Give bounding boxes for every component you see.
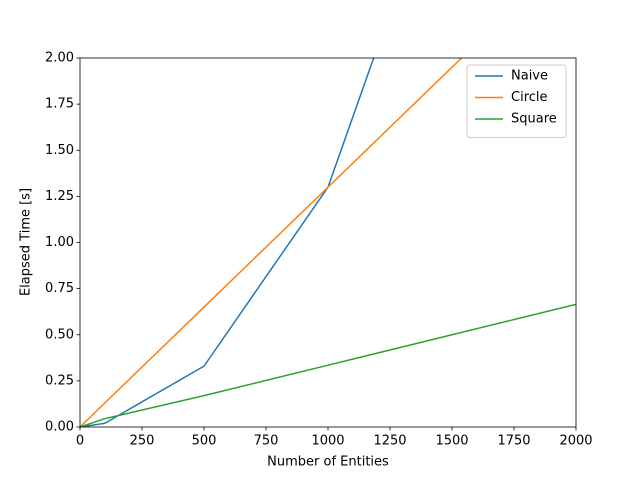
x-tick-label: 250	[130, 434, 155, 449]
legend-label: Square	[511, 112, 557, 127]
y-tick-label: 1.00	[45, 235, 74, 250]
y-axis-label: Elapsed Time [s]	[19, 188, 34, 296]
x-tick-label: 2000	[559, 434, 592, 449]
x-tick-label: 1750	[497, 434, 530, 449]
x-tick-label: 750	[254, 434, 279, 449]
y-tick-label: 1.25	[45, 189, 74, 204]
y-tick-label: 1.50	[45, 143, 74, 158]
line-series	[80, 303, 576, 427]
line-series	[80, 58, 463, 427]
x-tick-label: 0	[76, 434, 84, 449]
x-axis-label: Number of Entities	[267, 455, 389, 470]
x-tick-label: 1500	[435, 434, 468, 449]
y-tick-label: 0.50	[45, 327, 74, 342]
y-tick-label: 0.75	[45, 281, 74, 296]
y-tick-label: 1.75	[45, 97, 74, 112]
x-tick-label: 1250	[373, 434, 406, 449]
legend-label: Naive	[511, 69, 548, 84]
x-tick-label: 500	[192, 434, 217, 449]
y-tick-label: 2.00	[45, 51, 74, 66]
y-tick-label: 0.00	[45, 420, 74, 435]
plot-area	[80, 58, 576, 427]
legend-label: Circle	[511, 90, 548, 105]
line-series	[80, 58, 375, 427]
y-tick-label: 0.25	[45, 373, 74, 388]
x-tick-label: 1000	[311, 434, 344, 449]
